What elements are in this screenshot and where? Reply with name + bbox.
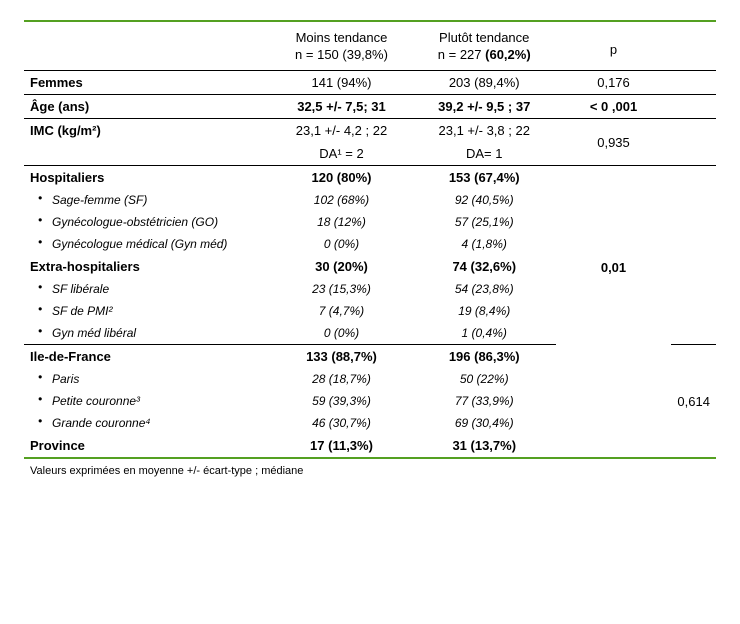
row-age-label: Âge (ans) [24,95,270,119]
row-imc-label: IMC (kg/m²) [24,119,270,166]
row-sfpmi-g2: 19 (8,4%) [413,300,556,322]
row-sflib-label: SF libérale [24,278,270,300]
row-idf-label: Ile-de-France [24,345,270,369]
row-gynlib-g1: 0 (0%) [270,322,413,345]
row-extra-label: Extra-hospitaliers [24,255,270,278]
row-gynmed-label: Gynécologue médical (Gyn méd) [24,233,270,255]
header-group2-l1: Plutôt tendance [413,21,556,47]
row-go-g1: 18 (12%) [270,211,413,233]
row-extra-g1: 30 (20%) [270,255,413,278]
row-gynmed-g2: 4 (1,8%) [413,233,556,255]
row-sfpmi-label: SF de PMI² [24,300,270,322]
footnote-text: Valeurs exprimées en moyenne +/- écart-t… [24,465,716,477]
row-sf-g1: 102 (68%) [270,189,413,211]
row-age-p: < 0 ,001 [556,95,672,119]
row-idf-g1: 133 (88,7%) [270,345,413,369]
row-province-g2: 31 (13,7%) [413,434,556,458]
row-grande-g1: 46 (30,7%) [270,412,413,434]
row-region-p: 0,614 [671,345,716,459]
row-extra-g2: 74 (32,6%) [413,255,556,278]
header-group1-l1: Moins tendance [270,21,413,47]
row-hospitaliers-g2: 153 (67,4%) [413,166,556,190]
row-hospitaliers-label: Hospitaliers [24,166,270,190]
row-grande-g2: 69 (30,4%) [413,412,556,434]
comparison-table: Moins tendance Plutôt tendance p n = 150… [24,20,716,459]
header-group2-l2: n = 227 (60,2%) [413,47,556,71]
row-petite-g2: 77 (33,9%) [413,390,556,412]
row-sf-g2: 92 (40,5%) [413,189,556,211]
row-sflib-g2: 54 (23,8%) [413,278,556,300]
row-province-g1: 17 (11,3%) [270,434,413,458]
row-imc-g2l2: DA= 1 [413,142,556,166]
row-gynlib-g2: 1 (0,4%) [413,322,556,345]
row-idf-g2: 196 (86,3%) [413,345,556,369]
row-paris-label: Paris [24,368,270,390]
row-province-label: Province [24,434,270,458]
row-go-g2: 57 (25,1%) [413,211,556,233]
row-hospitaliers-g1: 120 (80%) [270,166,413,190]
row-femmes-g1: 141 (94%) [270,71,413,95]
row-imc-g1l1: 23,1 +/- 4,2 ; 22 [270,119,413,143]
row-age-g1: 32,5 +/- 7,5; 31 [270,95,413,119]
row-go-label: Gynécologue-obstétricien (GO) [24,211,270,233]
row-femmes-p: 0,176 [556,71,672,95]
row-imc-g1l2: DA¹ = 2 [270,142,413,166]
row-petite-label: Petite couronne³ [24,390,270,412]
row-age-g2: 39,2 +/- 9,5 ; 37 [413,95,556,119]
row-gynlib-label: Gyn méd libéral [24,322,270,345]
row-sflib-g1: 23 (15,3%) [270,278,413,300]
row-paris-g1: 28 (18,7%) [270,368,413,390]
row-petite-g1: 59 (39,3%) [270,390,413,412]
row-sf-label: Sage-femme (SF) [24,189,270,211]
row-grande-label: Grande couronne⁴ [24,412,270,434]
header-group1-l2: n = 150 (39,8%) [270,47,413,71]
header-p: p [556,21,672,71]
row-hosp-p: 0,01 [556,166,672,369]
row-sfpmi-g1: 7 (4,7%) [270,300,413,322]
row-imc-g2l1: 23,1 +/- 3,8 ; 22 [413,119,556,143]
row-femmes-g2: 203 (89,4%) [413,71,556,95]
row-gynmed-g1: 0 (0%) [270,233,413,255]
row-femmes-label: Femmes [24,71,270,95]
header-empty [24,21,270,47]
row-paris-g2: 50 (22%) [413,368,556,390]
row-imc-p: 0,935 [556,119,672,166]
